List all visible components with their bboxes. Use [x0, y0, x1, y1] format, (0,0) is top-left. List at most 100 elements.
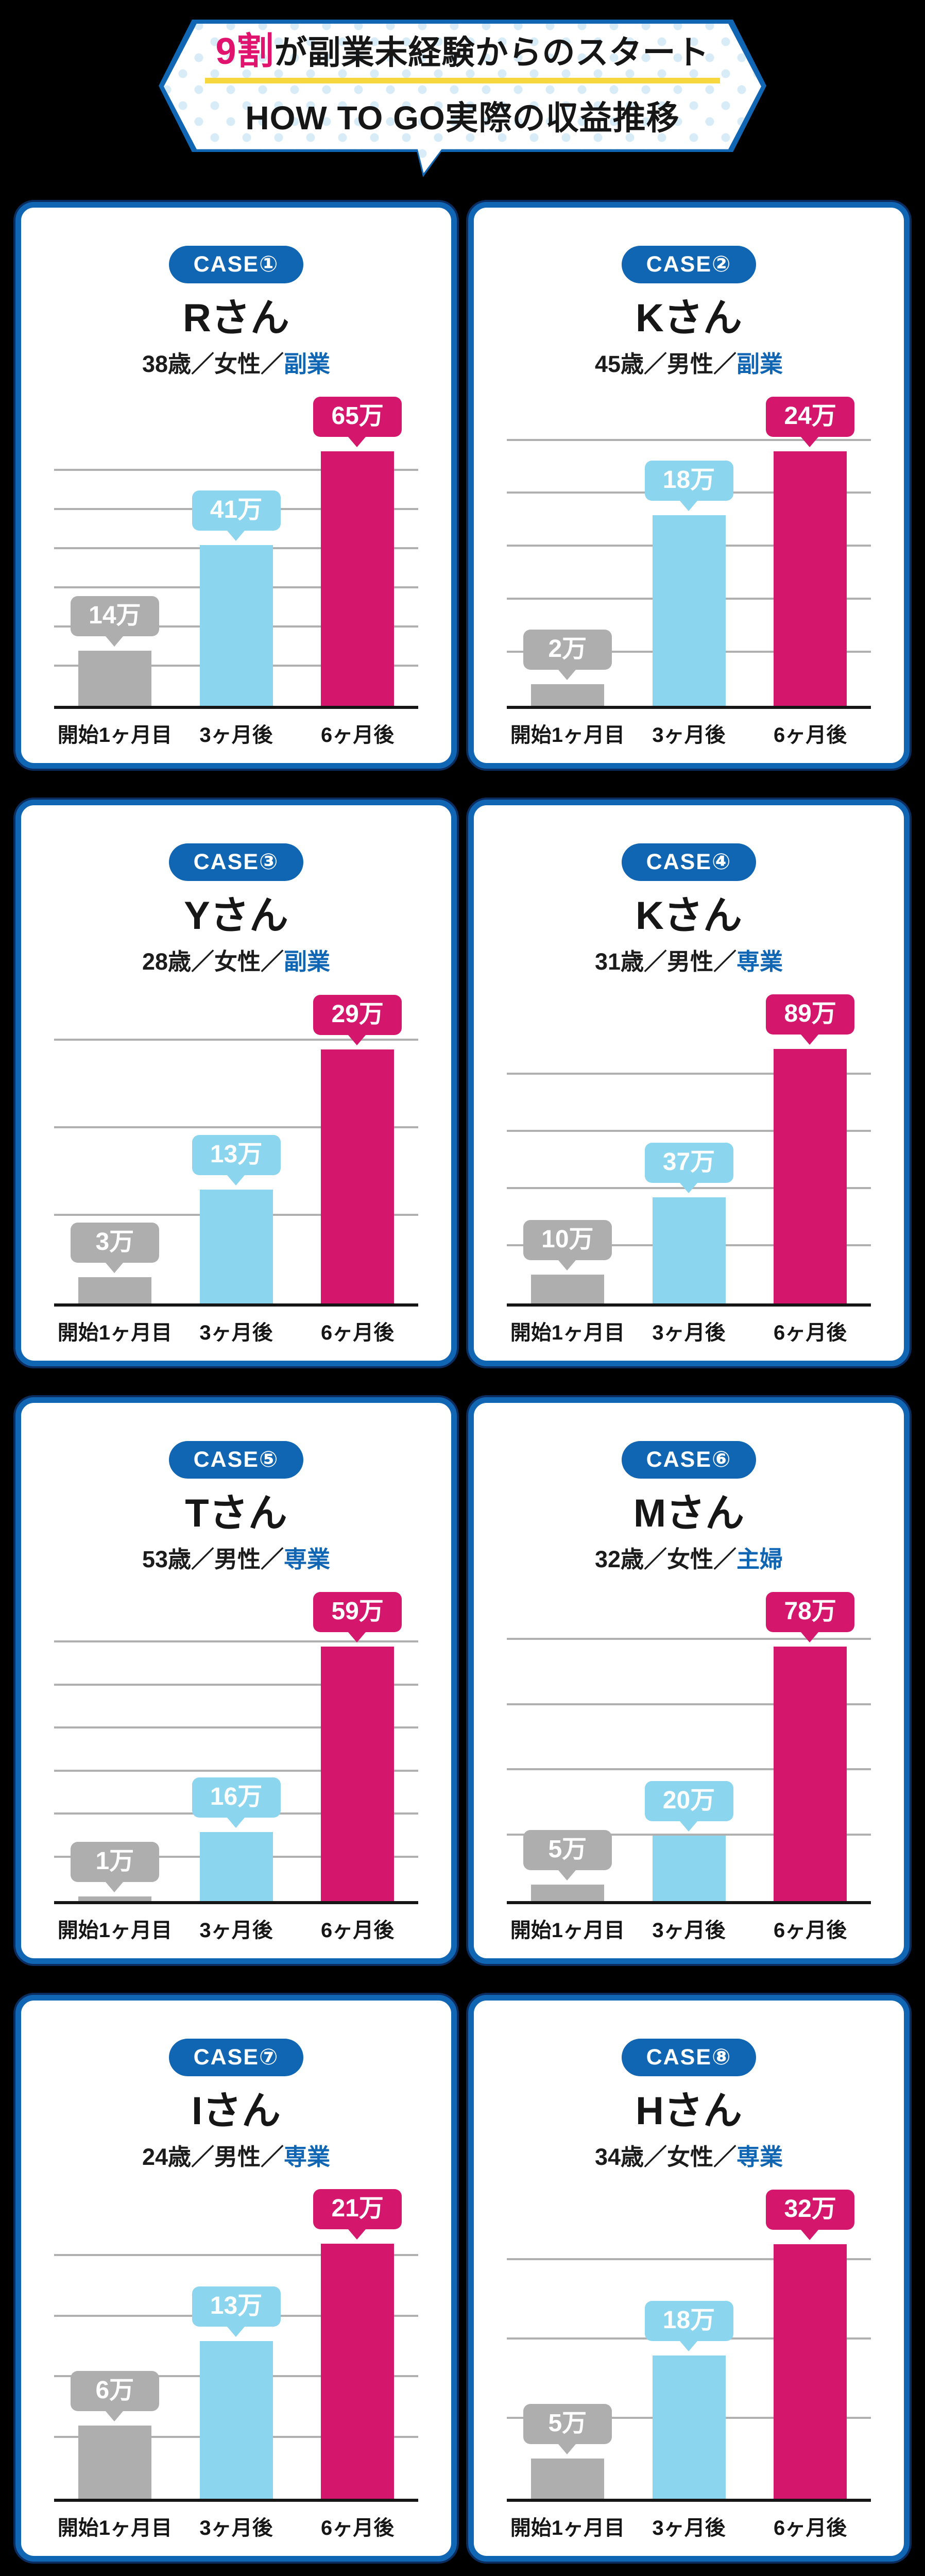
person-name: Kさん: [636, 894, 742, 938]
chart-bar: [652, 515, 726, 706]
chart-column: 2万: [507, 438, 628, 706]
person-profile-type: 副業: [736, 351, 783, 377]
chart-x-axis-labels: 開始1ヶ月目 3ヶ月後 6ヶ月後: [507, 1913, 871, 1943]
chart-plot-area: 1万 16万 59万: [54, 1592, 418, 1901]
chart-bar: [321, 451, 395, 706]
person-name: Yさん: [184, 894, 288, 938]
chart-bar: [652, 1835, 726, 1901]
chart-bar: [774, 1049, 847, 1303]
header-bubble-dotted-background: [164, 24, 761, 173]
chart-bar: [321, 2244, 395, 2499]
value-bubble: 65万: [313, 397, 402, 448]
bar-chart: 3万 13万 29万 開始1ヶ月目 3ヶ月後 6ヶ月後: [54, 994, 418, 1346]
value-bubble: 5万: [523, 2404, 612, 2455]
chart-columns: 14万 41万 65万: [54, 397, 418, 706]
chart-bar: [774, 451, 847, 706]
chart-column: 5万: [507, 2231, 628, 2499]
chart-column: 32万: [749, 2189, 871, 2499]
case-badge: CASE⑧: [621, 2039, 757, 2076]
chart-column: 18万: [628, 438, 750, 706]
value-bubble: 14万: [70, 596, 159, 647]
case-badge: CASE①: [168, 246, 304, 283]
person-profile-type: 専業: [736, 948, 783, 975]
person-profile: 53歳／男性／専業: [21, 1547, 451, 1572]
value-bubble: 5万: [523, 1829, 612, 1880]
chart-gridline: [54, 469, 418, 471]
chart-gridline: [54, 1769, 418, 1772]
value-bubble: 21万: [313, 2189, 402, 2240]
chart-bar: [78, 1896, 151, 1901]
header-speech-bubble: 9割が副業未経験からのスタート HOW TO GO実際の収益推移: [159, 20, 766, 177]
chart-gridline: [507, 1129, 871, 1132]
person-name: Mさん: [633, 1492, 745, 1535]
case-card: CASE③ Yさん 28歳／女性／副業 3万 13万 29万 開始1ヶ月目 3ヶ月後 6…: [15, 800, 457, 1366]
chart-gridline: [54, 1126, 418, 1128]
chart-column: 3万: [54, 1036, 176, 1303]
value-bubble: 2万: [523, 630, 612, 681]
chart-plot-area: 10万 37万 89万: [507, 994, 871, 1303]
person-profile: 34歳／女性／専業: [474, 2144, 904, 2170]
person-profile-prefix: 38歳／女性／: [142, 351, 284, 377]
chart-column: 37万: [628, 1036, 750, 1303]
case-badge: CASE⑥: [621, 1441, 757, 1479]
chart-plot-area: 2万 18万 24万: [507, 397, 871, 706]
chart-column: 20万: [628, 1633, 750, 1901]
x-axis-label: 3ヶ月後: [652, 723, 726, 747]
case-badge: CASE③: [168, 843, 304, 881]
chart-bar: [652, 1197, 726, 1303]
value-bubble: 13万: [192, 2286, 281, 2337]
chart-columns: 5万 20万 78万: [507, 1592, 871, 1901]
chart-bar: [774, 2244, 847, 2499]
chart-baseline: [54, 1901, 418, 1904]
case-badge-label: CASE②: [646, 252, 732, 277]
chart-gridline: [54, 1726, 418, 1729]
chart-column: 65万: [297, 397, 418, 706]
chart-bar: [321, 1049, 395, 1303]
chart-x-axis-labels: 開始1ヶ月目 3ヶ月後 6ヶ月後: [507, 1316, 871, 1346]
chart-gridline: [54, 2253, 418, 2256]
person-profile: 24歳／男性／専業: [21, 2144, 451, 2170]
chart-baseline: [507, 705, 871, 709]
person-profile-prefix: 45歳／男性／: [594, 351, 737, 377]
person-profile-type: 専業: [284, 1546, 331, 1572]
chart-column: 78万: [749, 1592, 871, 1901]
case-card: CASE⑦ Iさん 24歳／男性／専業 6万 13万 21万 開始1ヶ月目 3ヶ月後 6…: [15, 1995, 457, 2562]
chart-gridline: [54, 1038, 418, 1041]
case-card: CASE⑧ Hさん 34歳／女性／専業 5万 18万 32万 開始1ヶ月目 3ヶ月後 6…: [468, 1995, 910, 2562]
case-card: CASE④ Kさん 31歳／男性／専業 10万 37万 89万 開始1ヶ月目 3ヶ月後…: [468, 800, 910, 1366]
chart-column: 10万: [507, 1036, 628, 1303]
value-bubble: 37万: [644, 1143, 733, 1194]
case-badge: CASE⑤: [168, 1441, 304, 1479]
case-badge-label: CASE⑧: [646, 2045, 732, 2070]
chart-bar: [78, 1277, 151, 1303]
chart-column: 21万: [297, 2189, 418, 2499]
chart-baseline: [54, 1303, 418, 1307]
person-profile-prefix: 53歳／男性／: [142, 1546, 284, 1572]
value-bubble: 29万: [313, 994, 402, 1045]
value-bubble: 6万: [70, 2371, 159, 2422]
person-profile-prefix: 28歳／女性／: [142, 948, 284, 975]
person-name: Iさん: [191, 2089, 281, 2133]
case-badge-label: CASE⑥: [646, 1447, 732, 1472]
value-bubble: 20万: [644, 1781, 733, 1832]
x-axis-label: 3ヶ月後: [652, 2516, 726, 2539]
person-profile-prefix: 24歳／男性／: [142, 2144, 284, 2170]
value-bubble: 41万: [192, 490, 281, 541]
x-axis-label: 3ヶ月後: [199, 1321, 273, 1344]
case-card: CASE② Kさん 45歳／男性／副業 2万 18万 24万 開始1ヶ月目 3ヶ月後 6…: [468, 202, 910, 769]
case-card: CASE① Rさん 38歳／女性／副業 14万 41万 65万 開始1ヶ月目 3ヶ月後…: [15, 202, 457, 769]
chart-columns: 10万 37万 89万: [507, 994, 871, 1303]
chart-column: 13万: [176, 2231, 297, 2499]
bar-chart: 1万 16万 59万 開始1ヶ月目 3ヶ月後 6ヶ月後: [54, 1592, 418, 1943]
x-axis-label: 6ヶ月後: [774, 723, 847, 747]
chart-gridline: [507, 1638, 871, 1640]
chart-bar: [652, 2355, 726, 2499]
x-axis-label: 3ヶ月後: [652, 1321, 726, 1344]
value-bubble: 32万: [766, 2189, 855, 2240]
value-bubble: 18万: [644, 460, 733, 511]
chart-bar: [321, 1647, 395, 1901]
case-badge: CASE②: [621, 246, 757, 283]
x-axis-label: 開始1ヶ月目: [510, 1321, 625, 1344]
header-content: 9割が副業未経験からのスタート HOW TO GO実際の収益推移: [159, 20, 766, 152]
